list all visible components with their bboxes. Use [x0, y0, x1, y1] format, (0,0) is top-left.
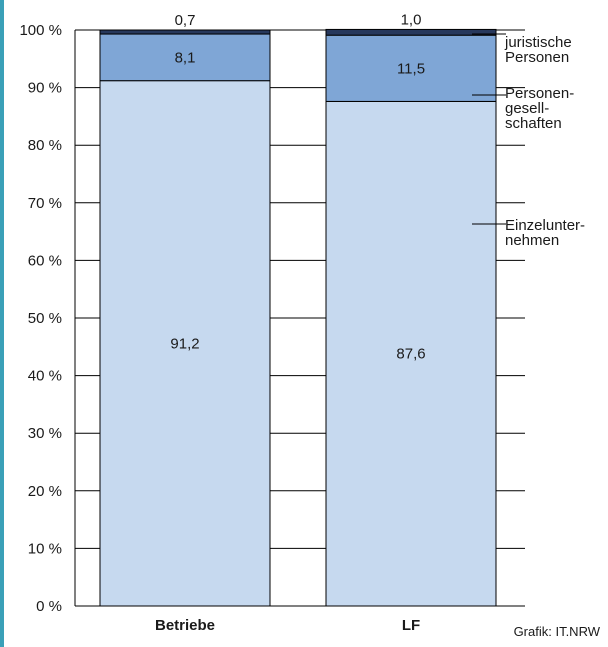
- bar-segment: [99, 33, 271, 82]
- data-label: 87,6: [396, 346, 425, 363]
- legend-label: juristische Personen: [504, 34, 572, 66]
- x-tick-label: LF: [402, 617, 420, 634]
- y-tick-label: 40 %: [28, 368, 62, 385]
- legend-label: Einzelunter-nehmen: [505, 217, 585, 249]
- data-label: 11,5: [397, 60, 425, 77]
- x-tick-label: Betriebe: [155, 617, 215, 634]
- data-label: 8,1: [175, 49, 196, 66]
- y-tick-label: 90 %: [28, 80, 62, 97]
- y-tick-label: 50 %: [28, 310, 62, 327]
- bar-segment: [99, 80, 271, 607]
- y-tick-label: 10 %: [28, 540, 62, 557]
- y-tick-label: 20 %: [28, 483, 62, 500]
- left-border-accent: [0, 0, 4, 647]
- legend-label: Personen-gesell-schaften: [505, 85, 574, 132]
- y-tick-label: 30 %: [28, 425, 62, 442]
- data-label: 91,2: [170, 335, 199, 352]
- data-label: 1,0: [401, 11, 422, 28]
- y-tick-label: 60 %: [28, 252, 62, 269]
- source-credit: Grafik: IT.NRW: [513, 624, 600, 639]
- bar-segment: [99, 29, 271, 35]
- data-label: 0,7: [175, 12, 196, 29]
- bar-segment: [325, 28, 497, 36]
- bar-segment: [325, 100, 497, 607]
- y-tick-label: 100 %: [19, 22, 62, 39]
- bar-segment: [325, 34, 497, 102]
- y-tick-label: 70 %: [28, 195, 62, 212]
- y-tick-label: 0 %: [36, 598, 62, 615]
- y-tick-label: 80 %: [28, 137, 62, 154]
